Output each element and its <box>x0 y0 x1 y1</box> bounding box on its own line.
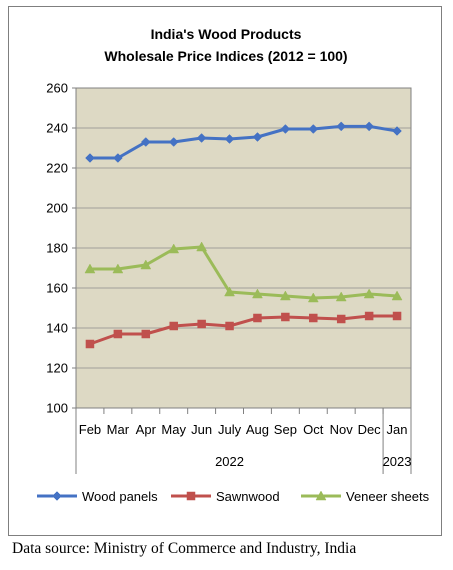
legend-label-wood-panels: Wood panels <box>82 489 158 504</box>
data-point-wood-panels <box>168 137 179 147</box>
data-point-wood-panels <box>113 153 123 163</box>
x-tick-label: Feb <box>79 422 101 437</box>
data-point-veneer-sheets <box>307 292 319 303</box>
x-tick-label: May <box>161 422 186 437</box>
data-point-sawnwood <box>309 313 318 323</box>
legend-marker-wood-panels <box>52 491 62 501</box>
x-tick-label: Mar <box>107 422 130 437</box>
data-point-sawnwood <box>225 321 234 331</box>
data-point-veneer-sheets <box>252 288 263 299</box>
x-tick-label: Aug <box>246 422 269 437</box>
data-point-veneer-sheets <box>363 288 375 299</box>
data-point-wood-panels <box>308 124 319 134</box>
data-point-wood-panels <box>140 137 151 147</box>
x-tick-label: Oct <box>303 422 324 437</box>
line-chart: India's Wood Products Wholesale Price Ind… <box>37 26 430 504</box>
data-point-veneer-sheets <box>279 290 291 301</box>
data-point-veneer-sheets <box>140 259 152 270</box>
legend-marker-veneer-sheets <box>315 490 327 501</box>
data-point-wood-panels <box>252 132 263 142</box>
y-tick-label: 200 <box>46 201 68 216</box>
data-point-veneer-sheets <box>391 290 403 301</box>
chart-frame: India's Wood Products Wholesale Price Ind… <box>8 6 442 536</box>
x-tick-label: Nov <box>330 422 354 437</box>
data-point-wood-panels <box>196 133 207 143</box>
year-group-label: 2022 <box>215 454 244 469</box>
legend-label-veneer-sheets: Veneer sheets <box>346 489 430 504</box>
data-point-sawnwood <box>253 313 262 323</box>
x-tick-label: July <box>218 422 242 437</box>
data-point-sawnwood <box>364 311 374 321</box>
data-point-veneer-sheets <box>84 263 96 274</box>
y-tick-label: 160 <box>46 281 68 296</box>
x-tick-label: Apr <box>136 422 157 437</box>
data-point-sawnwood <box>197 319 206 329</box>
data-point-wood-panels <box>85 153 95 163</box>
y-tick-label: 180 <box>46 241 68 256</box>
data-point-sawnwood <box>85 339 95 349</box>
data-point-wood-panels <box>364 121 374 132</box>
data-source-note: Data source: Ministry of Commerce and In… <box>12 540 357 557</box>
y-tick-label: 140 <box>46 321 68 336</box>
y-tick-label: 240 <box>46 121 68 136</box>
legend-marker-sawnwood <box>186 491 196 501</box>
chart-subtitle: Wholesale Price Indices (2012 = 100) <box>104 48 347 64</box>
y-tick-label: 220 <box>46 161 68 176</box>
data-point-wood-panels <box>392 126 402 136</box>
x-tick-label: Sep <box>274 422 297 437</box>
data-point-sawnwood <box>113 329 123 339</box>
y-tick-label: 100 <box>46 401 68 416</box>
data-point-wood-panels <box>224 134 235 144</box>
series-line-veneer-sheets <box>89 245 398 300</box>
data-point-veneer-sheets <box>168 243 180 254</box>
data-point-sawnwood <box>141 329 151 339</box>
data-point-veneer-sheets <box>112 263 124 274</box>
data-point-sawnwood <box>336 314 346 324</box>
data-point-sawnwood <box>169 321 178 331</box>
legend-label-sawnwood: Sawnwood <box>216 489 280 504</box>
series-line-sawnwood <box>89 314 398 346</box>
data-point-wood-panels <box>336 121 347 132</box>
data-point-veneer-sheets <box>335 291 347 302</box>
data-point-sawnwood <box>281 312 290 322</box>
y-tick-label: 260 <box>46 81 68 96</box>
data-point-wood-panels <box>280 124 291 134</box>
y-tick-label: 120 <box>46 361 68 376</box>
x-tick-label: Dec <box>358 422 382 437</box>
data-point-veneer-sheets <box>224 286 235 297</box>
data-point-sawnwood <box>392 311 402 321</box>
x-tick-label: Jun <box>191 422 212 437</box>
year-group-label: 2023 <box>383 454 412 469</box>
x-tick-label: Jan <box>387 422 408 437</box>
chart-title: India's Wood Products <box>151 26 302 42</box>
data-point-veneer-sheets <box>196 241 208 252</box>
